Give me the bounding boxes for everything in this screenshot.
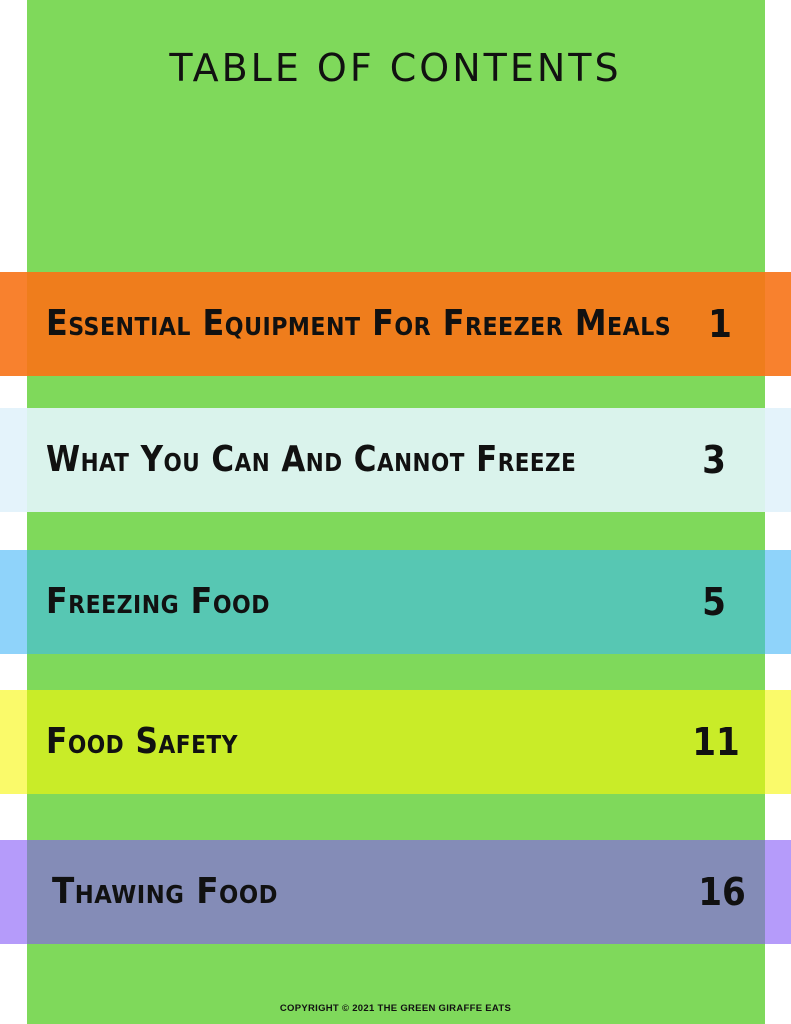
band-core: [27, 840, 765, 944]
toc-entry-page-number: 11: [692, 720, 740, 764]
band-edge-right: [765, 408, 791, 512]
band-edge-left: [0, 690, 27, 794]
toc-entry-page-number: 3: [702, 438, 726, 482]
band-edge-left: [0, 408, 27, 512]
toc-entry-title: What You Can And Cannot Freeze: [46, 439, 577, 480]
toc-entry-food-safety[interactable]: Food Safety 11: [0, 690, 791, 794]
band-edge-right: [765, 690, 791, 794]
band-core: [27, 408, 765, 512]
toc-entry-page-number: 1: [708, 302, 732, 346]
copyright-notice: COPYRIGHT © 2021 THE GREEN GIRAFFE EATS: [279, 1003, 512, 1014]
toc-entry-title: Food Safety: [46, 721, 238, 762]
band-core: [27, 272, 765, 376]
band-edge-right: [765, 840, 791, 944]
band-core: [27, 690, 765, 794]
toc-entry-freezing-food[interactable]: Freezing Food 5: [0, 550, 791, 654]
toc-entry-title: Freezing Food: [46, 581, 270, 622]
band-edge-right: [765, 550, 791, 654]
toc-entry-thawing-food[interactable]: Thawing Food 16: [0, 840, 791, 944]
page-title: TABLE OF CONTENTS: [169, 46, 622, 90]
band-edge-left: [0, 840, 27, 944]
band-core: [27, 550, 765, 654]
band-edge-right: [765, 272, 791, 376]
toc-entry-title: Essential Equipment For Freezer Meals: [46, 303, 672, 344]
toc-entry-page-number: 5: [702, 580, 726, 624]
band-edge-left: [0, 272, 27, 376]
band-edge-left: [0, 550, 27, 654]
toc-entry-what-you-can-freeze[interactable]: What You Can And Cannot Freeze 3: [0, 408, 791, 512]
toc-entry-title: Thawing Food: [52, 871, 278, 912]
toc-entry-essential-equipment[interactable]: Essential Equipment For Freezer Meals 1: [0, 272, 791, 376]
toc-entry-page-number: 16: [698, 870, 746, 914]
